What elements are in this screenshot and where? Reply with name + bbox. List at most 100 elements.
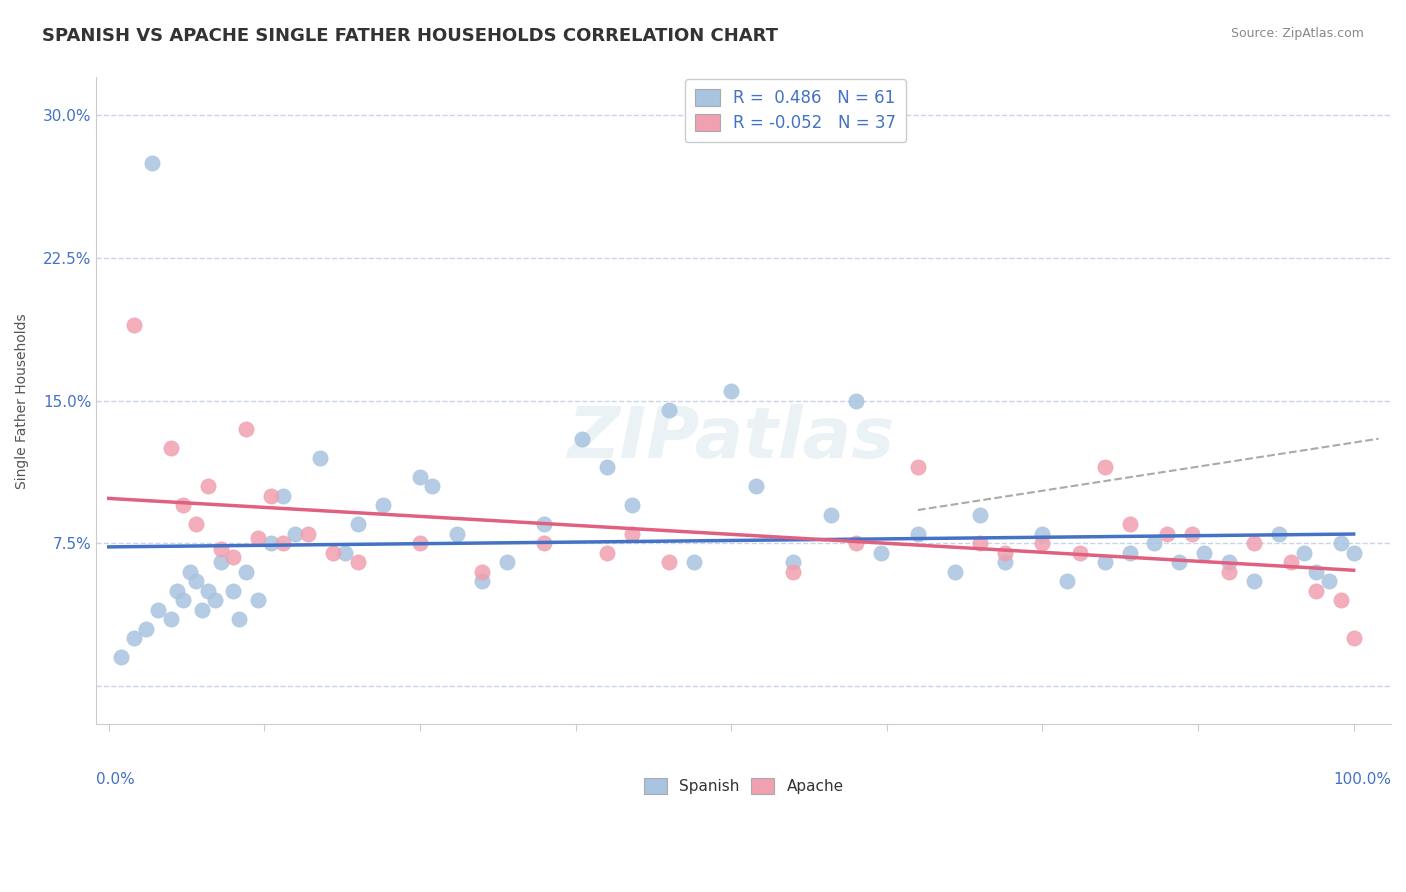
Point [247, 593, 270, 607]
Point [1118, 517, 1140, 532]
Point [620, 498, 643, 512]
Point [1143, 536, 1166, 550]
Point [1181, 526, 1204, 541]
Point [720, 384, 742, 399]
Point [271, 536, 294, 550]
Point [658, 555, 681, 569]
Point [782, 565, 804, 579]
Point [571, 432, 593, 446]
Point [1069, 546, 1091, 560]
Point [160, 442, 183, 456]
Y-axis label: Single Father Households: Single Father Households [15, 313, 30, 489]
Point [994, 546, 1017, 560]
Point [820, 508, 842, 522]
Point [209, 542, 232, 557]
Point [1343, 632, 1365, 646]
Point [346, 517, 368, 532]
Point [1156, 526, 1178, 541]
Point [969, 508, 991, 522]
Point [595, 546, 617, 560]
Point [1268, 526, 1291, 541]
Point [907, 460, 929, 475]
Point [204, 593, 226, 607]
Point [1279, 555, 1302, 569]
Point [297, 526, 319, 541]
Text: 100.0%: 100.0% [1333, 772, 1391, 787]
Point [259, 536, 281, 550]
Point [235, 565, 257, 579]
Point [943, 565, 966, 579]
Point [166, 583, 188, 598]
Point [172, 593, 194, 607]
Point [620, 526, 643, 541]
Text: ZIPatlas: ZIPatlas [568, 404, 894, 474]
Point [969, 536, 991, 550]
Point [1118, 546, 1140, 560]
Point [191, 603, 214, 617]
Point [160, 612, 183, 626]
Point [446, 526, 468, 541]
Point [409, 536, 432, 550]
Point [1218, 565, 1240, 579]
Point [907, 526, 929, 541]
Point [197, 583, 219, 598]
Point [247, 531, 270, 545]
Point [110, 650, 132, 665]
Legend: Spanish, Apache: Spanish, Apache [637, 772, 849, 800]
Point [409, 470, 432, 484]
Point [1292, 546, 1315, 560]
Point [122, 632, 145, 646]
Point [179, 565, 201, 579]
Point [1305, 565, 1327, 579]
Point [1194, 546, 1216, 560]
Point [471, 565, 494, 579]
Point [284, 526, 307, 541]
Point [172, 498, 194, 512]
Point [235, 422, 257, 436]
Point [271, 489, 294, 503]
Point [658, 403, 681, 417]
Point [845, 393, 868, 408]
Point [595, 460, 617, 475]
Point [1317, 574, 1340, 589]
Point [1094, 555, 1116, 569]
Point [1305, 583, 1327, 598]
Point [845, 536, 868, 550]
Point [471, 574, 494, 589]
Point [1031, 526, 1053, 541]
Point [1330, 536, 1353, 550]
Point [228, 612, 250, 626]
Point [496, 555, 519, 569]
Point [1056, 574, 1078, 589]
Text: Source: ZipAtlas.com: Source: ZipAtlas.com [1230, 27, 1364, 40]
Point [197, 479, 219, 493]
Point [1168, 555, 1191, 569]
Point [869, 546, 891, 560]
Point [782, 555, 804, 569]
Point [994, 555, 1017, 569]
Point [322, 546, 344, 560]
Point [682, 555, 704, 569]
Point [335, 546, 357, 560]
Point [1094, 460, 1116, 475]
Point [184, 517, 207, 532]
Point [135, 622, 157, 636]
Point [533, 517, 555, 532]
Point [1343, 546, 1365, 560]
Point [259, 489, 281, 503]
Point [1243, 536, 1265, 550]
Point [222, 549, 245, 564]
Point [141, 156, 163, 170]
Point [745, 479, 768, 493]
Point [1330, 593, 1353, 607]
Point [148, 603, 170, 617]
Point [533, 536, 555, 550]
Point [184, 574, 207, 589]
Point [1031, 536, 1053, 550]
Point [209, 555, 232, 569]
Text: 0.0%: 0.0% [96, 772, 135, 787]
Point [222, 583, 245, 598]
Point [346, 555, 368, 569]
Point [371, 498, 394, 512]
Point [309, 450, 332, 465]
